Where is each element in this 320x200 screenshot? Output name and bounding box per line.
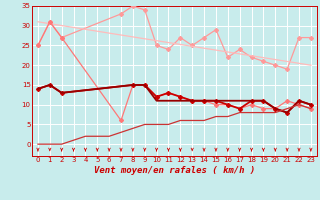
X-axis label: Vent moyen/en rafales ( km/h ): Vent moyen/en rafales ( km/h ) [94,166,255,175]
